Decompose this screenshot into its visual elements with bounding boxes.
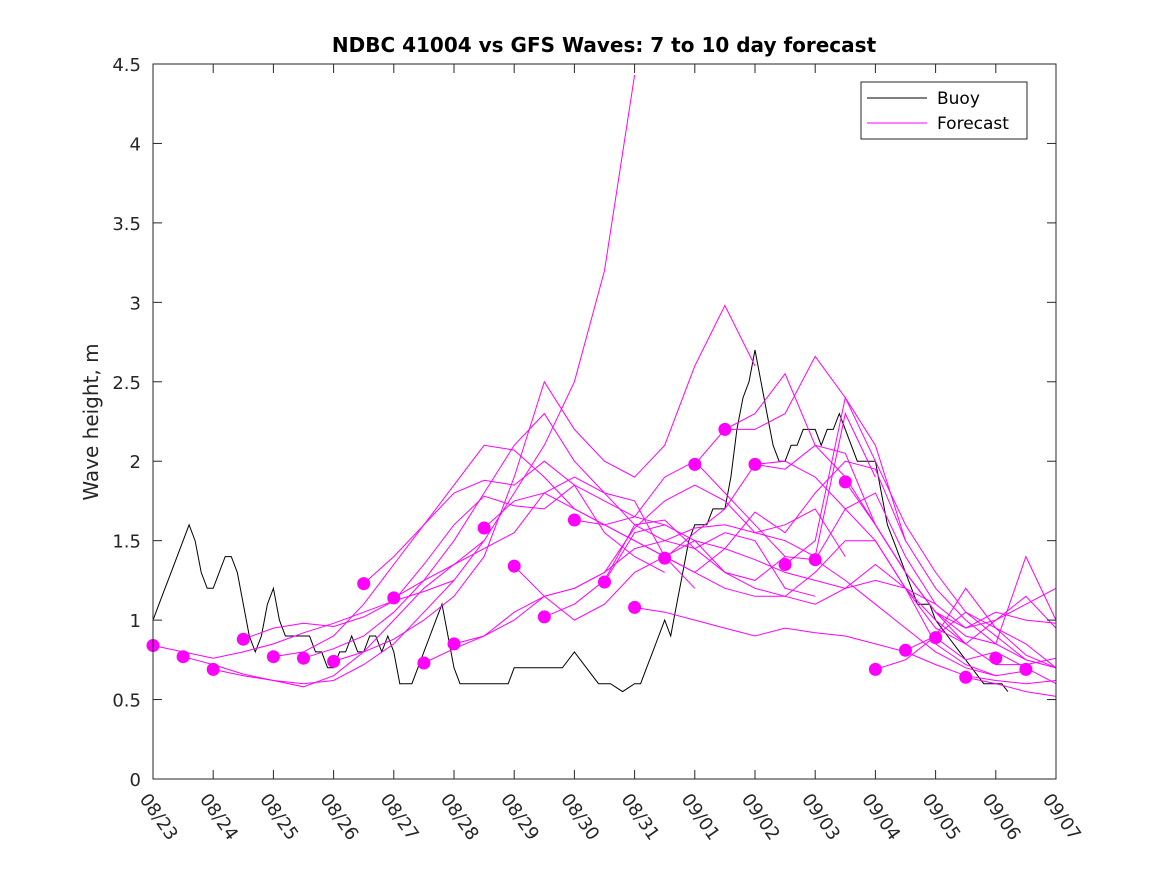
chart-title: NDBC 41004 vs GFS Waves: 7 to 10 day for… bbox=[332, 33, 877, 57]
forecast-marker bbox=[327, 655, 340, 668]
forecast-marker bbox=[177, 650, 190, 663]
forecast-marker bbox=[899, 644, 912, 657]
forecast-marker bbox=[237, 633, 250, 646]
forecast-marker bbox=[989, 652, 1002, 665]
forecast-marker bbox=[387, 591, 400, 604]
legend-forecast-label: Forecast bbox=[937, 114, 1009, 134]
y-tick-label: 3 bbox=[130, 293, 141, 314]
plot-area bbox=[147, 64, 1057, 779]
forecast-marker bbox=[508, 560, 521, 573]
forecast-marker bbox=[357, 577, 370, 590]
y-tick-label: 1 bbox=[130, 611, 141, 632]
forecast-marker bbox=[718, 423, 731, 436]
legend: Buoy Forecast bbox=[861, 82, 1027, 139]
legend-buoy-label: Buoy bbox=[937, 89, 980, 109]
forecast-marker bbox=[1019, 663, 1032, 676]
forecast-marker bbox=[207, 663, 220, 676]
forecast-marker bbox=[267, 650, 280, 663]
y-tick-label: 0 bbox=[130, 770, 141, 791]
forecast-marker bbox=[929, 631, 942, 644]
y-tick-label: 4 bbox=[130, 134, 141, 155]
forecast-marker bbox=[297, 652, 310, 665]
forecast-marker bbox=[839, 475, 852, 488]
y-tick-label: 2 bbox=[130, 452, 141, 473]
y-tick-label: 3.5 bbox=[112, 214, 141, 235]
forecast-marker bbox=[448, 637, 461, 650]
forecast-marker bbox=[568, 514, 581, 527]
y-tick-label: 1.5 bbox=[112, 532, 141, 553]
forecast-marker bbox=[869, 663, 882, 676]
forecast-marker bbox=[809, 553, 822, 566]
y-tick-label: 0.5 bbox=[112, 691, 141, 712]
forecast-marker bbox=[779, 558, 792, 571]
y-tick-label: 4.5 bbox=[112, 55, 141, 76]
wave-height-chart: NDBC 41004 vs GFS Waves: 7 to 10 day for… bbox=[0, 0, 1167, 875]
forecast-marker bbox=[478, 522, 491, 535]
forecast-marker bbox=[658, 552, 671, 565]
plot-background bbox=[153, 64, 1056, 779]
forecast-marker bbox=[959, 671, 972, 684]
forecast-marker bbox=[749, 458, 762, 471]
forecast-marker bbox=[598, 576, 611, 589]
forecast-marker bbox=[688, 458, 701, 471]
y-axis-title: Wave height, m bbox=[79, 343, 103, 500]
forecast-marker bbox=[417, 657, 430, 670]
y-tick-label: 2.5 bbox=[112, 373, 141, 394]
forecast-marker bbox=[628, 601, 641, 614]
forecast-marker bbox=[538, 610, 551, 623]
